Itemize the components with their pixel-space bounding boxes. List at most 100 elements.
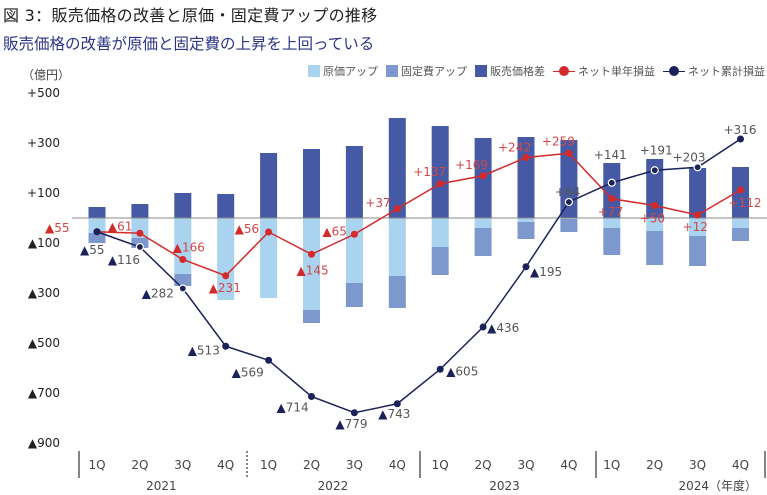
- net-annual-data-label: ▲166: [173, 241, 205, 255]
- net-cumulative-point: [135, 242, 144, 252]
- negative-triangle-icon: ▲: [277, 401, 287, 415]
- net-annual-point: [179, 256, 187, 263]
- net-cumulative-point: [308, 393, 315, 400]
- y-tick-label: +500: [27, 86, 60, 100]
- net-annual-data-value: 166: [182, 241, 205, 255]
- negative-triangle-icon: ▲: [232, 365, 242, 379]
- net-cumulative-data-label: +64: [555, 185, 580, 199]
- net-cumulative-data-label: +191: [640, 143, 673, 157]
- net-annual-data-label: +37: [365, 196, 390, 210]
- bar-fixed-cost-up: [732, 228, 749, 241]
- net-annual-data-label: +242: [498, 141, 531, 155]
- net-annual-data-value: 55: [54, 221, 69, 235]
- bar-price-diff: [560, 140, 578, 218]
- negative-triangle-icon: ▲: [209, 281, 219, 295]
- bar-price-diff: [345, 146, 363, 218]
- net-cumulative-data-label: ▲714: [277, 401, 309, 415]
- bar-cost-up: [388, 218, 406, 276]
- bar-price-diff: [646, 159, 664, 218]
- x-year-label: 2021: [146, 479, 177, 493]
- negative-triangle-icon: ▲: [378, 407, 388, 421]
- bar-price-diff: [174, 193, 192, 218]
- net-annual-data-value: +137: [413, 165, 446, 179]
- y-tick-label: ▲500: [28, 336, 60, 350]
- negative-triangle-icon: ▲: [80, 243, 90, 257]
- bar-cost-up: [474, 218, 492, 228]
- net-cumulative-point: [265, 356, 273, 364]
- x-year-label: 2023: [489, 479, 520, 493]
- net-cumulative-data-value: 569: [241, 365, 264, 379]
- net-cumulative-data-label: ▲513: [188, 343, 220, 357]
- x-tick-label: 4Q: [389, 458, 406, 472]
- net-annual-data-label: +50: [640, 212, 665, 226]
- legend-label: ネット単年損益: [578, 65, 655, 78]
- net-cumulative-point: [436, 365, 444, 373]
- net-cumulative-data-label: +203: [673, 150, 706, 164]
- bar-cost-up: [345, 218, 363, 283]
- y-tick-label: ▲900: [28, 436, 60, 450]
- net-cumulative-data-value: 513: [197, 343, 220, 357]
- net-cumulative-data-value: 436: [496, 321, 519, 335]
- net-cumulative-point: [93, 228, 101, 236]
- net-cumulative-data-label: +316: [724, 123, 757, 137]
- bar-cost-up: [603, 218, 621, 228]
- net-annual-data-value: 56: [244, 222, 259, 236]
- net-cumulative-data-value: 195: [539, 265, 562, 279]
- x-tick-label: 2Q: [475, 458, 492, 472]
- net-cumulative-point: [178, 284, 187, 293]
- bar-fixed-cost-up: [431, 247, 449, 275]
- legend-label: ネット累計損益: [688, 65, 765, 78]
- negative-triangle-icon: ▲: [188, 343, 198, 357]
- bar-cost-up: [517, 218, 535, 222]
- bar-fixed-cost-up: [474, 228, 492, 256]
- x-tick-label: 2Q: [131, 458, 148, 472]
- net-annual-data-label: ▲231: [209, 281, 241, 295]
- net-cumulative-data-label: ▲282: [142, 287, 174, 301]
- bar-price-diff: [431, 126, 449, 218]
- net-annual-data-label: +137: [413, 165, 446, 179]
- y-axis-unit-label: （億円）: [22, 68, 71, 82]
- legend-label: 原価アップ: [323, 65, 378, 78]
- bar-cost-up: [431, 218, 449, 247]
- net-annual-data-value: +12: [683, 220, 708, 234]
- net-annual-point: [651, 202, 659, 209]
- net-cumulative-data-label: ▲436: [487, 321, 519, 335]
- legend-item-fixed-cost-up: 固定費アップ: [386, 63, 467, 79]
- bar-price-diff: [689, 168, 707, 218]
- net-annual-data-label: +12: [683, 220, 708, 234]
- x-tick-label: 4Q: [560, 458, 577, 472]
- bar-price-diff: [217, 194, 235, 218]
- net-annual-data-value: +242: [498, 141, 531, 155]
- net-annual-data-label: +169: [455, 158, 488, 172]
- bar-price-diff: [303, 149, 320, 218]
- net-annual-point: [265, 228, 273, 236]
- bar-cost-up: [646, 218, 664, 231]
- net-annual-data-value: 61: [117, 219, 132, 233]
- net-cumulative-data-label: ▲55: [80, 243, 105, 257]
- bar-fixed-cost-up: [560, 219, 578, 232]
- x-tick-label: 4Q: [217, 458, 234, 472]
- bar-fixed-cost-up: [603, 228, 621, 255]
- net-cumulative-data-value: 779: [345, 417, 368, 431]
- y-tick-label: ▲300: [28, 286, 60, 300]
- net-annual-point: [608, 195, 616, 203]
- net-annual-point: [308, 250, 315, 258]
- legend-swatch: [308, 65, 320, 77]
- net-cumulative-point: [393, 400, 401, 408]
- negative-triangle-icon: ▲: [235, 222, 245, 236]
- net-cumulative-data-value: +64: [555, 185, 580, 199]
- bar-fixed-cost-up: [646, 231, 664, 265]
- bar-fixed-cost-up: [388, 276, 406, 308]
- chart-title: 図 3：販売価格の改善と原価・固定費アップの推移: [3, 6, 378, 25]
- net-annual-data-value: +169: [455, 158, 488, 172]
- x-tick-label: 2Q: [303, 458, 320, 472]
- net-cumulative-data-value: 743: [388, 407, 411, 421]
- bar-cost-up: [260, 218, 278, 298]
- net-annual-data-value: 231: [218, 281, 241, 295]
- y-tick-label: +100: [27, 186, 60, 200]
- net-annual-point: [222, 272, 230, 280]
- net-annual-data-label: ▲61: [108, 219, 133, 233]
- net-cumulative-point: [222, 342, 230, 350]
- negative-triangle-icon: ▲: [487, 321, 497, 335]
- net-cumulative-point: [479, 323, 487, 331]
